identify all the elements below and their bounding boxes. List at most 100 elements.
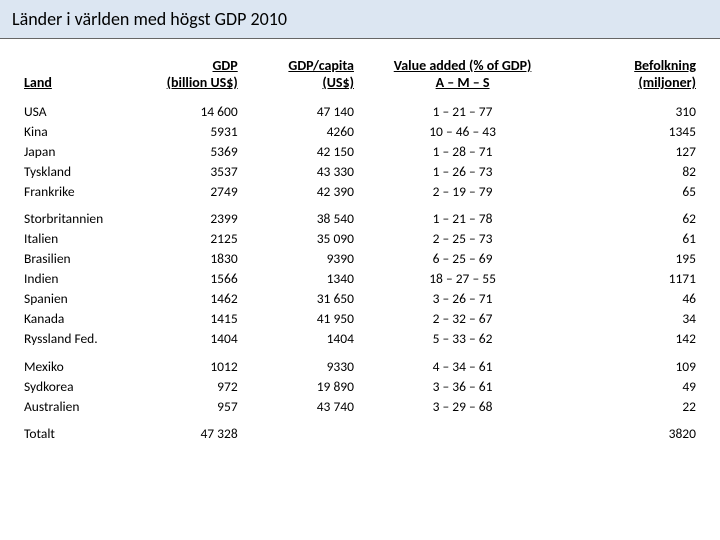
table-row: Indien1566134018 – 27 – 551171	[18, 269, 702, 289]
cell-value: 1 – 21 – 77	[360, 101, 565, 121]
cell-pop: 49	[565, 376, 702, 396]
cell-pop: 22	[565, 396, 702, 416]
cell-gdp: 14 600	[141, 101, 244, 121]
cell-land: Spanien	[18, 289, 141, 309]
cell-pop: 34	[565, 309, 702, 329]
cell-land: USA	[18, 101, 141, 121]
cell-gdp: 972	[141, 376, 244, 396]
cell-value: 2 – 19 – 79	[360, 181, 565, 201]
cell-value: 2 – 32 – 67	[360, 309, 565, 329]
page-title: Länder i världen med högst GDP 2010	[0, 0, 720, 39]
cell-value: 3 – 36 – 61	[360, 376, 565, 396]
cell-land: Indien	[18, 269, 141, 289]
cell-gdp: 1404	[141, 329, 244, 349]
table-wrapper: Land GDP(billion US$) GDP/capita(US$) Va…	[0, 39, 720, 444]
cell-value: 3 – 26 – 71	[360, 289, 565, 309]
cell-capita: 1340	[244, 269, 360, 289]
cell-pop: 310	[565, 101, 702, 121]
cell-value: 6 – 25 – 69	[360, 249, 565, 269]
gdp-table: Land GDP(billion US$) GDP/capita(US$) Va…	[18, 53, 702, 444]
total-pop: 3820	[565, 416, 702, 444]
table-row: Frankrike274942 3902 – 19 – 7965	[18, 181, 702, 201]
cell-land: Kanada	[18, 309, 141, 329]
table-row: Australien95743 7403 – 29 – 6822	[18, 396, 702, 416]
cell-pop: 65	[565, 181, 702, 201]
cell-gdp: 3537	[141, 161, 244, 181]
cell-land: Italien	[18, 229, 141, 249]
cell-capita: 42 150	[244, 141, 360, 161]
cell-gdp: 2125	[141, 229, 244, 249]
cell-capita: 4260	[244, 121, 360, 141]
cell-gdp: 1462	[141, 289, 244, 309]
cell-value: 1 – 26 – 73	[360, 161, 565, 181]
table-row: Japan536942 1501 – 28 – 71127	[18, 141, 702, 161]
cell-gdp: 2399	[141, 201, 244, 229]
cell-capita: 47 140	[244, 101, 360, 121]
cell-gdp: 5369	[141, 141, 244, 161]
cell-value: 18 – 27 – 55	[360, 269, 565, 289]
table-row: Tyskland353743 3301 – 26 – 7382	[18, 161, 702, 181]
cell-capita: 38 540	[244, 201, 360, 229]
cell-pop: 1345	[565, 121, 702, 141]
header-gdp: GDP(billion US$)	[141, 53, 244, 101]
header-land: Land	[18, 53, 141, 101]
cell-gdp: 5931	[141, 121, 244, 141]
table-row: USA14 60047 1401 – 21 – 77310	[18, 101, 702, 121]
cell-gdp: 1415	[141, 309, 244, 329]
cell-capita: 9330	[244, 349, 360, 377]
cell-land: Frankrike	[18, 181, 141, 201]
cell-land: Kina	[18, 121, 141, 141]
cell-capita: 41 950	[244, 309, 360, 329]
cell-land: Brasilien	[18, 249, 141, 269]
cell-pop: 1171	[565, 269, 702, 289]
cell-value: 5 – 33 – 62	[360, 329, 565, 349]
cell-gdp: 2749	[141, 181, 244, 201]
table-row: Storbritannien239938 5401 – 21 – 7862	[18, 201, 702, 229]
table-row: Kanada141541 9502 – 32 – 6734	[18, 309, 702, 329]
cell-land: Mexiko	[18, 349, 141, 377]
cell-land: Sydkorea	[18, 376, 141, 396]
header-value: Value added (% of GDP)A – M – S	[360, 53, 565, 101]
table-row: Brasilien183093906 – 25 – 69195	[18, 249, 702, 269]
cell-value: 10 – 46 – 43	[360, 121, 565, 141]
table-row: Ryssland Fed.140414045 – 33 – 62142	[18, 329, 702, 349]
cell-pop: 61	[565, 229, 702, 249]
cell-gdp: 1012	[141, 349, 244, 377]
cell-land: Storbritannien	[18, 201, 141, 229]
cell-pop: 46	[565, 289, 702, 309]
table-row: Kina5931426010 – 46 – 431345	[18, 121, 702, 141]
total-row: Totalt47 328 3820	[18, 416, 702, 444]
total-label: Totalt	[18, 416, 141, 444]
header-capita: GDP/capita(US$)	[244, 53, 360, 101]
table-row: Italien212535 0902 – 25 – 7361	[18, 229, 702, 249]
cell-land: Tyskland	[18, 161, 141, 181]
cell-capita: 35 090	[244, 229, 360, 249]
table-row: Sydkorea97219 8903 – 36 – 6149	[18, 376, 702, 396]
cell-value: 1 – 28 – 71	[360, 141, 565, 161]
cell-land: Japan	[18, 141, 141, 161]
cell-pop: 109	[565, 349, 702, 377]
table-row: Mexiko101293304 – 34 – 61109	[18, 349, 702, 377]
cell-capita: 43 740	[244, 396, 360, 416]
cell-pop: 127	[565, 141, 702, 161]
total-gdp: 47 328	[141, 416, 244, 444]
cell-gdp: 957	[141, 396, 244, 416]
cell-land: Ryssland Fed.	[18, 329, 141, 349]
cell-capita: 19 890	[244, 376, 360, 396]
cell-capita: 42 390	[244, 181, 360, 201]
cell-gdp: 1830	[141, 249, 244, 269]
cell-value: 1 – 21 – 78	[360, 201, 565, 229]
cell-pop: 195	[565, 249, 702, 269]
header-row: Land GDP(billion US$) GDP/capita(US$) Va…	[18, 53, 702, 101]
cell-pop: 62	[565, 201, 702, 229]
cell-value: 3 – 29 – 68	[360, 396, 565, 416]
table-row: Spanien146231 6503 – 26 – 7146	[18, 289, 702, 309]
cell-land: Australien	[18, 396, 141, 416]
cell-pop: 82	[565, 161, 702, 181]
cell-capita: 31 650	[244, 289, 360, 309]
cell-gdp: 1566	[141, 269, 244, 289]
cell-capita: 9390	[244, 249, 360, 269]
cell-value: 2 – 25 – 73	[360, 229, 565, 249]
cell-capita: 43 330	[244, 161, 360, 181]
cell-capita: 1404	[244, 329, 360, 349]
